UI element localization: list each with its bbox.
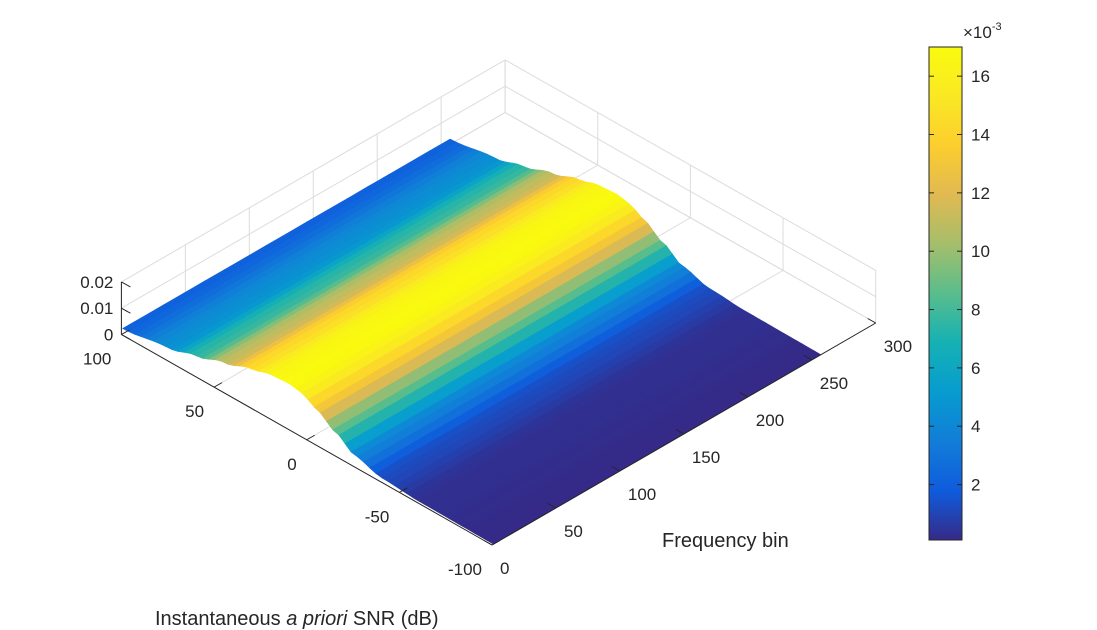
surface [122, 138, 822, 545]
z-tick-mark [121, 307, 131, 314]
colorbar-tick-label: 14 [971, 126, 990, 145]
colorbar-tick-label: 2 [971, 476, 980, 495]
x-tick-mark [867, 318, 876, 324]
colorbar: 2 4 6 8 10 12 14 16 ×10-3 [928, 21, 1002, 541]
colorbar-multiplier: ×10-3 [963, 21, 1002, 42]
x-tick-mark [739, 392, 749, 398]
z-tick-mark [121, 334, 131, 340]
z-tick-label: 0.01 [80, 299, 113, 318]
y-tick-label: 0 [287, 455, 296, 474]
gridline-back-z [121, 85, 506, 309]
x-tick-label: 300 [884, 337, 912, 356]
y-tick-label: 100 [83, 350, 111, 369]
y-tick-mark [491, 540, 501, 546]
colorbar-fill [928, 46, 963, 541]
colorbar-multiplier-exp: -3 [992, 21, 1002, 33]
y-axis-label-part-3: SNR (dB) [347, 608, 438, 630]
y-tick-mark [306, 434, 315, 441]
y-axis-label-part-2: a priori [286, 608, 348, 630]
y-tick-mark [213, 382, 223, 388]
colorbar-tick-label: 10 [971, 242, 990, 261]
z-tick-label: 0.02 [80, 273, 113, 292]
y-tick-labels: -100 -50 0 50 100 [83, 329, 501, 579]
y-tick-label: 50 [185, 402, 204, 421]
y-tick-mark [121, 329, 130, 335]
x-axis-label: Frequency bin [662, 530, 789, 552]
z-tick-mark [121, 281, 131, 288]
z-tick-label: 0 [104, 326, 113, 345]
y-axis-label: Instantaneous a priori SNR (dB) [155, 608, 438, 630]
gridline-back-z [121, 59, 506, 283]
gridline-right-z [504, 59, 876, 271]
x-tick-label: 50 [564, 522, 583, 541]
gridline-right-z [504, 85, 876, 298]
y-tick-label: -100 [448, 560, 482, 579]
colorbar-tick-label: 16 [971, 67, 990, 86]
x-tick-label: 200 [756, 411, 784, 430]
x-tick-label: 0 [500, 559, 509, 578]
x-tick-mark [675, 429, 685, 435]
x-tick-label: 100 [628, 485, 656, 504]
colorbar-tick-label: 12 [971, 184, 990, 203]
z-tick-labels: 0 0.01 0.02 [80, 273, 131, 345]
x-tick-label: 250 [820, 374, 848, 393]
colorbar-tick-label: 8 [971, 301, 980, 320]
x-tick-mark [547, 503, 557, 509]
colorbar-ticks: 2 4 6 8 10 12 14 16 [929, 67, 990, 495]
x-tick-mark [483, 540, 493, 546]
x-tick-label: 150 [692, 448, 720, 467]
y-tick-mark [399, 487, 408, 493]
y-tick-label: -50 [365, 507, 390, 526]
y-axis-label-part-1: Instantaneous [155, 608, 286, 630]
x-tick-mark [803, 355, 812, 361]
x-tick-mark [611, 466, 621, 472]
colorbar-tick-label: 4 [971, 417, 980, 436]
colorbar-tick-label: 6 [971, 359, 980, 378]
colorbar-multiplier-base: ×10 [963, 23, 992, 42]
x-tick-labels: 0 50 100 150 200 250 300 [483, 318, 912, 578]
